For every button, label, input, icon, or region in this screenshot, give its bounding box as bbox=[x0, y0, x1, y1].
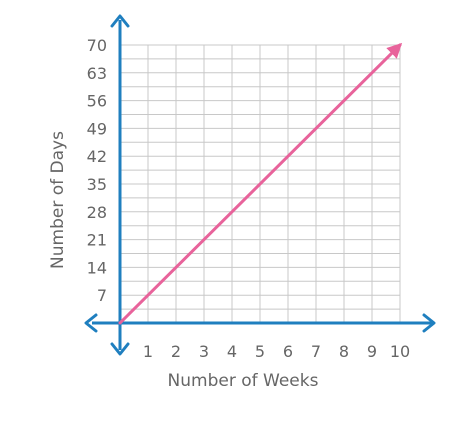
x-tick-label: 7 bbox=[311, 342, 321, 361]
x-tick-label: 1 bbox=[143, 342, 153, 361]
axes bbox=[84, 14, 436, 356]
y-tick-label: 28 bbox=[87, 203, 107, 222]
series-line bbox=[118, 42, 403, 325]
x-tick-label: 2 bbox=[171, 342, 181, 361]
x-axis-arrow-right bbox=[422, 313, 436, 333]
y-tick-label: 7 bbox=[97, 286, 107, 305]
y-axis-title: Number of Days bbox=[48, 131, 68, 269]
x-axis-title: Number of Weeks bbox=[168, 371, 319, 391]
y-tick-labels: 7 14 21 28 35 42 49 56 63 70 bbox=[87, 36, 107, 305]
grid bbox=[120, 44, 401, 323]
x-axis-arrow-left bbox=[84, 313, 98, 333]
x-tick-label: 9 bbox=[367, 342, 377, 361]
y-tick-label: 21 bbox=[87, 231, 107, 250]
y-tick-label: 70 bbox=[87, 36, 107, 55]
series bbox=[118, 42, 403, 325]
x-tick-label: 8 bbox=[339, 342, 349, 361]
x-tick-label: 5 bbox=[255, 342, 265, 361]
y-tick-label: 35 bbox=[87, 175, 107, 194]
x-tick-label: 3 bbox=[199, 342, 209, 361]
y-axis-arrow-down bbox=[110, 342, 130, 356]
x-tick-label: 6 bbox=[283, 342, 293, 361]
y-tick-label: 14 bbox=[87, 258, 107, 277]
y-axis-arrow-up bbox=[110, 14, 130, 28]
x-tick-labels: 1 2 3 4 5 6 7 8 9 10 bbox=[143, 342, 410, 361]
y-tick-label: 42 bbox=[87, 147, 107, 166]
y-tick-label: 49 bbox=[87, 119, 107, 138]
x-tick-label: 10 bbox=[390, 342, 410, 361]
y-tick-label: 63 bbox=[87, 64, 107, 83]
y-tick-label: 56 bbox=[87, 92, 107, 111]
x-tick-label: 4 bbox=[227, 342, 237, 361]
